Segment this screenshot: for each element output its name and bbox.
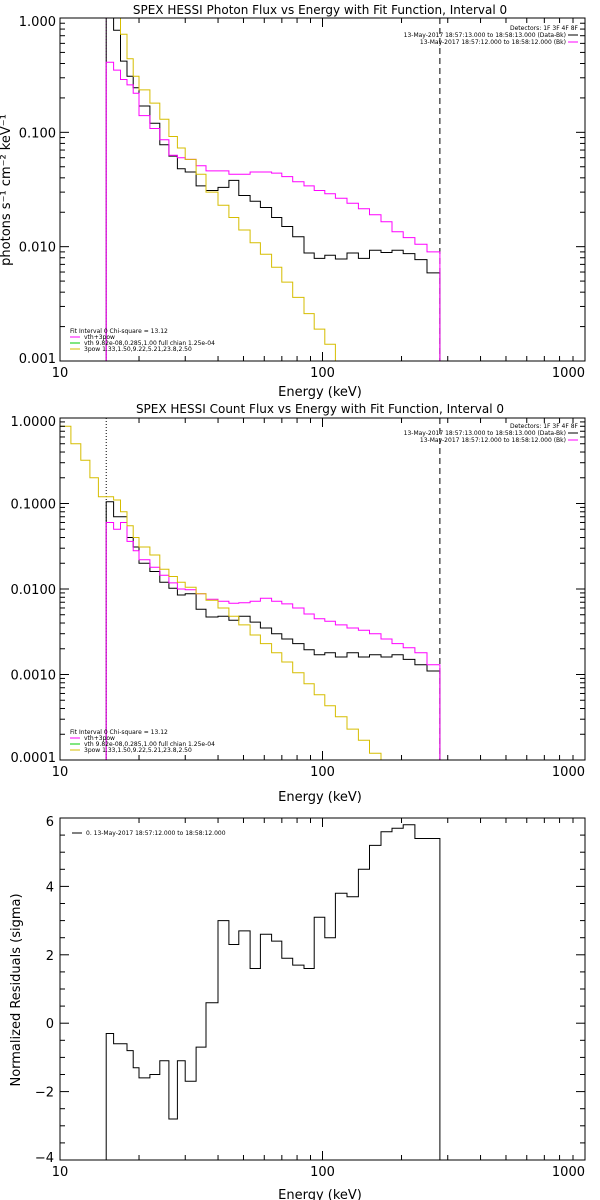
legend-detectors: Detectors: 1F 3F 4F 8F bbox=[510, 25, 579, 32]
legend-upper: Detectors: 1F 3F 4F 8F 13-May-2017 18:57… bbox=[404, 423, 579, 444]
legend-data-bk: 13-May-2017 18:57:13.000 to 18:58:13.000… bbox=[404, 32, 566, 39]
y-tick-label: 0.100 bbox=[19, 126, 56, 141]
series-data-bk bbox=[105, 17, 441, 361]
plot-frame bbox=[59, 817, 586, 1161]
chart-title: SPEX HESSI Count Flux vs Energy with Fit… bbox=[136, 402, 504, 416]
legend-vth3pow: vth+3pow bbox=[84, 735, 115, 742]
y-tick-label: 0 bbox=[46, 1017, 54, 1032]
y-axis-label: Normalized Residuals (sigma) bbox=[9, 893, 24, 1086]
y-tick-label: 0.0010 bbox=[11, 669, 57, 684]
y-tick-label: −4 bbox=[35, 1151, 54, 1166]
x-tick-label: 10 bbox=[52, 1165, 69, 1180]
series-0-13-may-2017-18-57-12-000-to-18-58-12-000 bbox=[105, 824, 441, 1160]
y-axis-label: photons s⁻¹ cm⁻² keV⁻¹ bbox=[0, 114, 14, 266]
x-tick-label: 1000 bbox=[552, 765, 585, 780]
legend-fit-interval: Fit Interval 0 Chi-square = 13.12 bbox=[70, 729, 168, 736]
y-tick-label: 0.0100 bbox=[11, 583, 57, 598]
panel-residuals: 10 100 1000 −4 −2 0 2 4 6 Energy (keV) Normalize… bbox=[9, 815, 586, 1200]
x-tick-label: 10 bbox=[52, 765, 69, 780]
x-axis-label: Energy (keV) bbox=[278, 1188, 362, 1200]
legend-vth: vth 9.82e-08,0.285,1.00 full chian 1.25e… bbox=[84, 741, 215, 748]
y-tick-label: 1.000 bbox=[19, 15, 56, 30]
series-vth-3pow bbox=[60, 425, 415, 761]
legend-vth: vth 9.82e-08,0.285,1.00 full chian 1.25e… bbox=[84, 340, 215, 347]
x-tick-label: 100 bbox=[310, 366, 335, 381]
y-tick-label: 0.0001 bbox=[11, 751, 57, 766]
legend-3pow: 3pow 1.33,1.50,9.22,5.21,23.8,2.50 bbox=[84, 747, 192, 754]
x-tick-label: 100 bbox=[310, 765, 335, 780]
y-tick-label: 0.1000 bbox=[11, 498, 57, 513]
legend-fit-interval: Fit Interval 0 Chi-square = 13.12 bbox=[70, 328, 168, 335]
y-tick-label: 6 bbox=[46, 815, 54, 830]
legend-lower: Fit Interval 0 Chi-square = 13.12 vth+3p… bbox=[70, 328, 215, 353]
x-axis-label: Energy (keV) bbox=[278, 790, 362, 805]
plot-frame bbox=[59, 17, 586, 362]
legend-upper: Detectors: 1F 3F 4F 8F 13-May-2017 18:57… bbox=[404, 25, 579, 46]
series-data-bk bbox=[105, 501, 441, 760]
chart-title: SPEX HESSI Photon Flux vs Energy with Fi… bbox=[133, 3, 507, 17]
legend-lower: Fit Interval 0 Chi-square = 13.12 vth+3p… bbox=[70, 729, 215, 754]
legend-detectors: Detectors: 1F 3F 4F 8F bbox=[510, 423, 579, 430]
x-tick-label: 1000 bbox=[552, 1165, 585, 1180]
y-tick-label: 0.010 bbox=[19, 241, 56, 256]
panel-photon-flux: SPEX HESSI Photon Flux vs Energy with Fi… bbox=[0, 3, 586, 400]
y-tick-label: 4 bbox=[46, 880, 54, 895]
y-tick-label: 2 bbox=[46, 949, 54, 964]
y-tick-label: 0.001 bbox=[19, 352, 56, 367]
legend-bk: 13-May-2017 18:57:12.000 to 18:58:12.000… bbox=[420, 437, 566, 444]
y-tick-label: 1.0000 bbox=[11, 415, 57, 430]
legend-data-bk: 13-May-2017 18:57:13.000 to 18:58:13.000… bbox=[404, 430, 566, 437]
x-tick-label: 100 bbox=[310, 1165, 335, 1180]
y-tick-label: −2 bbox=[35, 1086, 54, 1101]
legend-bk: 13-May-2017 18:57:12.000 to 18:58:12.000… bbox=[420, 39, 566, 46]
x-axis-label: Energy (keV) bbox=[278, 385, 362, 400]
series-bk bbox=[105, 61, 441, 361]
plot-frame bbox=[59, 417, 586, 761]
series-vth-3pow bbox=[106, 17, 440, 362]
x-tick-label: 1000 bbox=[552, 366, 585, 381]
x-tick-label: 10 bbox=[52, 366, 69, 381]
series-bk bbox=[105, 522, 441, 760]
legend-vth3pow: vth+3pow bbox=[84, 334, 115, 341]
panel-count-flux: SPEX HESSI Count Flux vs Energy with Fit… bbox=[11, 402, 586, 805]
legend-entry: 0. 13-May-2017 18:57:12.000 to 18:58:12.… bbox=[86, 830, 226, 837]
legend-3pow: 3pow 1.33,1.50,9.22,5.21,23.8,2.50 bbox=[84, 346, 192, 353]
